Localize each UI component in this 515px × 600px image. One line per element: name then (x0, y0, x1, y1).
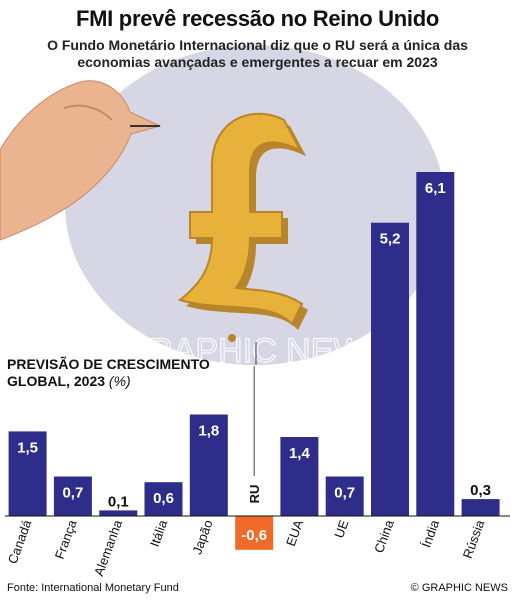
category-label-eua: EUA (283, 518, 306, 549)
value-label-ru: -0,6 (241, 527, 267, 544)
category-label-china: China (371, 517, 397, 555)
value-label-russia: 0,3 (470, 482, 491, 499)
category-label-india: Índia (418, 517, 442, 549)
bar-russia (461, 499, 500, 516)
credit-note: © GRAPHIC NEWS (410, 582, 508, 594)
bar-china (371, 222, 409, 516)
page-subtitle: O Fundo Monetário Internacional diz que … (0, 37, 515, 71)
category-label-ru: RU (247, 485, 262, 504)
category-label-canada: Canadá (5, 517, 35, 566)
value-label-ue: 0,7 (334, 485, 355, 502)
chart-title: PREVISÃO DE CRESCIMENTO GLOBAL, 2023 (%) (7, 356, 210, 390)
page-title: FMI prevê recessão no Reino Unido (76, 6, 439, 31)
value-label-canada: 1,5 (17, 439, 38, 456)
pound-balloon-illustration: GRAPHIC NEWS (0, 45, 445, 371)
chart-unit: (%) (108, 373, 131, 389)
chart-title-line-1: PREVISÃO DE CRESCIMENTO (7, 356, 210, 372)
category-label-russia: Rússia (460, 517, 488, 560)
pound-sign-balloon-icon (177, 112, 308, 342)
bar-italia (144, 482, 183, 516)
subtitle-line-1: O Fundo Monetário Internacional diz que … (47, 37, 468, 53)
subtitle-line-2: economias avançadas e emergentes a recua… (77, 54, 438, 70)
value-label-alemanha: 0,1 (108, 493, 129, 510)
bar-canada (8, 431, 47, 516)
category-label-ue: UE (331, 518, 351, 540)
value-label-italia: 0,6 (153, 490, 174, 507)
category-label-alemanha: Alemanha (91, 517, 125, 578)
category-label-franca: França (52, 517, 80, 561)
value-label-eua: 1,4 (289, 445, 311, 462)
watermark: GRAPHIC NEWS (122, 332, 388, 370)
bar-india (416, 172, 455, 516)
chart-title-line-2: GLOBAL, 2023 (%) (7, 373, 210, 390)
bar-eua (280, 437, 319, 516)
category-label-italia: Itália (147, 517, 171, 549)
hand-with-pin-icon (0, 80, 162, 241)
value-label-japao: 1,8 (198, 423, 219, 440)
value-label-china: 5,2 (380, 231, 401, 248)
value-label-franca: 0,7 (62, 485, 83, 502)
value-label-india: 6,1 (425, 180, 446, 197)
chart-title-line-2-text: GLOBAL, 2023 (7, 373, 106, 389)
category-label-japao: Japão (189, 518, 215, 556)
bar-ru (235, 516, 274, 550)
bar-ue (325, 476, 364, 516)
bar-alemanha (99, 510, 138, 516)
bar-japao (189, 414, 228, 516)
source-note: Fonte: International Monetary Fund (7, 582, 179, 594)
bar-franca (53, 476, 92, 516)
